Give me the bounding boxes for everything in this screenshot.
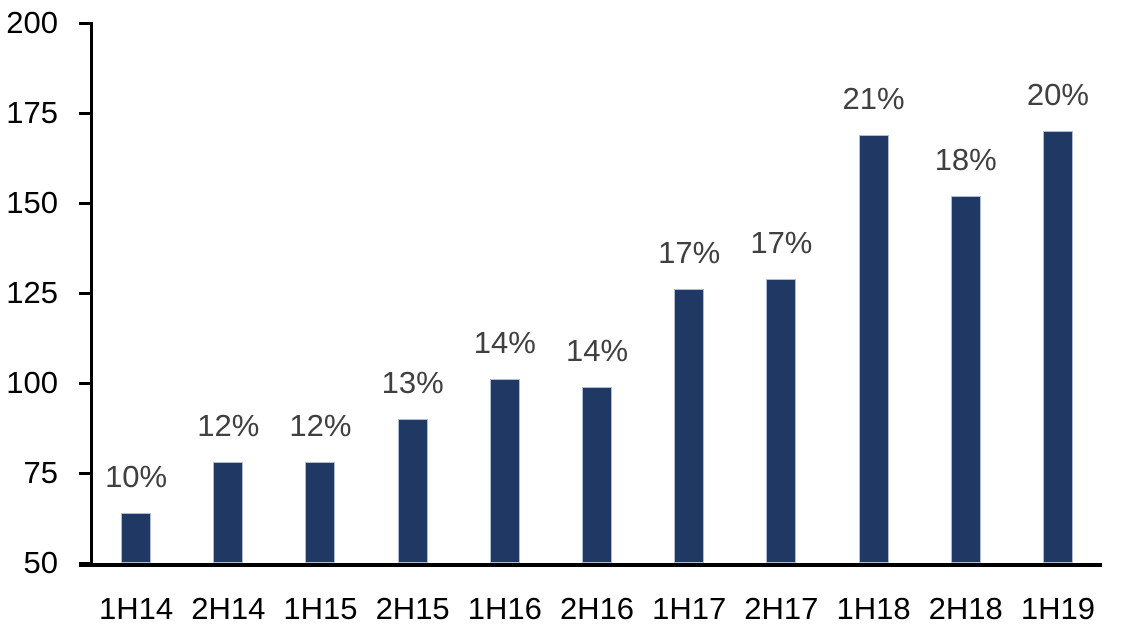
x-axis-category-label: 2H17 xyxy=(744,591,819,626)
bar-1H14 xyxy=(121,512,152,563)
bar-2H17 xyxy=(766,278,797,563)
x-axis-category-label: 2H18 xyxy=(928,591,1003,626)
bar-2H15 xyxy=(397,419,428,563)
bar-data-label: 10% xyxy=(105,458,168,494)
bar-1H16 xyxy=(489,379,520,563)
y-axis-tick-label: 175 xyxy=(6,95,58,130)
bar-data-label: 17% xyxy=(750,224,813,260)
x-axis-category-label: 1H18 xyxy=(836,591,911,626)
y-axis-tick xyxy=(79,381,93,385)
x-axis-category-label: 1H14 xyxy=(99,591,174,626)
y-axis-tick-label: 100 xyxy=(6,365,58,400)
y-axis-tick-label: 200 xyxy=(6,5,58,40)
bar-2H14 xyxy=(213,462,244,563)
bar-data-label: 14% xyxy=(565,332,629,368)
bar-data-label: 18% xyxy=(934,141,997,177)
x-axis-line xyxy=(79,563,1102,567)
x-axis-category-label: 2H14 xyxy=(191,591,266,626)
y-axis-line xyxy=(90,23,93,567)
bar-data-label: 20% xyxy=(1026,77,1089,112)
x-axis-category-label: 1H19 xyxy=(1020,591,1095,626)
bar-data-label: 17% xyxy=(658,235,721,271)
y-axis-tick-label: 75 xyxy=(23,455,58,490)
x-axis-category-label: 1H16 xyxy=(467,591,542,626)
y-axis-tick xyxy=(79,471,93,475)
plot-area: 10% 12% 12% 13% 14% 14% 17% 17% 21% 18% 20% xyxy=(90,23,1104,563)
bar-data-label: 12% xyxy=(197,408,260,444)
bar-1H18 xyxy=(858,134,889,563)
x-axis-category-label: 1H17 xyxy=(652,591,727,626)
bar-2H16 xyxy=(582,386,612,563)
bar-data-label: 14% xyxy=(473,325,536,361)
x-axis-category-label: 1H15 xyxy=(283,591,358,626)
bar-1H15 xyxy=(305,462,336,563)
bar-data-label: 12% xyxy=(289,408,352,444)
bar-1H17 xyxy=(674,289,705,563)
y-axis-tick xyxy=(79,21,93,25)
y-axis-tick-label: 50 xyxy=(23,545,58,580)
y-axis-tick xyxy=(79,111,93,115)
bar-2H18 xyxy=(950,195,981,563)
x-axis-category-label: 2H16 xyxy=(559,591,635,626)
x-axis-category-label: 2H15 xyxy=(375,591,450,626)
y-axis-tick xyxy=(79,291,93,295)
bar-data-label: 13% xyxy=(381,365,444,400)
bar-data-label: 21% xyxy=(842,80,905,116)
y-axis-tick xyxy=(79,561,93,565)
y-axis-tick xyxy=(79,201,93,205)
y-axis-tick-label: 125 xyxy=(6,275,58,310)
y-axis-tick-label: 150 xyxy=(6,185,58,220)
bar-1H19 xyxy=(1042,131,1073,563)
